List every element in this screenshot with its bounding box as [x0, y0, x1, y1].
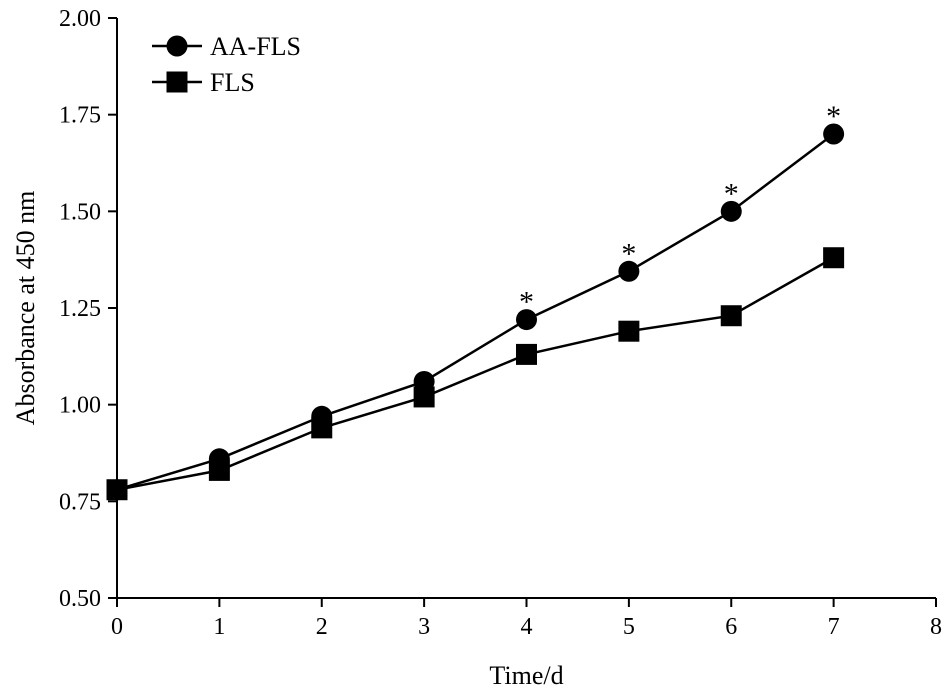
- legend-label: AA-FLS: [210, 32, 301, 61]
- y-tick-label: 1.50: [59, 199, 101, 225]
- x-tick-label: 7: [828, 614, 840, 640]
- data-point-square: [106, 479, 128, 501]
- legend: AA-FLS FLS: [152, 32, 301, 97]
- legend-item-fls: FLS: [152, 68, 255, 97]
- x-tick-label: 8: [930, 614, 942, 640]
- x-tick-label: 2: [316, 614, 328, 640]
- y-tick-label: 1.75: [59, 103, 101, 129]
- data-point-square: [413, 386, 435, 408]
- legend-label: FLS: [210, 68, 255, 97]
- x-tick-label: 4: [521, 614, 533, 640]
- series-line: [116, 256, 835, 491]
- significance-marker: *: [826, 100, 841, 133]
- data-point-circle: [618, 260, 640, 282]
- series-layer: * * * *: [106, 100, 845, 501]
- x-axis-title: Time/d: [489, 661, 563, 690]
- data-point-square: [618, 320, 640, 342]
- y-tick-label: 2.00: [59, 6, 101, 32]
- legend-item-aa-fls: AA-FLS: [152, 32, 301, 61]
- x-tick-label: 1: [213, 614, 225, 640]
- data-point-square: [516, 343, 537, 365]
- x-tick-label: 6: [725, 614, 737, 640]
- data-point-circle: [720, 200, 742, 222]
- data-point-circle: [516, 309, 537, 331]
- significance-marker: *: [621, 237, 636, 270]
- data-point-circle: [823, 123, 845, 145]
- x-tick-label: 3: [418, 614, 430, 640]
- data-point-square: [311, 417, 333, 439]
- y-tick-label: 0.75: [59, 489, 101, 515]
- legend-square-marker: [166, 71, 188, 93]
- y-tick-label: 1.00: [59, 393, 101, 419]
- y-tick-label: 1.25: [59, 296, 101, 322]
- data-point-square: [823, 247, 845, 269]
- y-tick-label: 0.50: [59, 586, 101, 612]
- significance-marker: *: [724, 177, 739, 210]
- y-axis-title: Absorbance at 450 nm: [11, 191, 40, 426]
- legend-circle-marker: [166, 35, 188, 57]
- series-fls: [106, 247, 845, 501]
- data-point-square: [208, 459, 230, 481]
- axes: 0.50 0.75 1.00 1.25 1.50 1.75 2.00 0 1 2 3 4 5 6 7 8: [59, 6, 942, 640]
- x-tick-label: 0: [111, 614, 123, 640]
- data-point-square: [720, 305, 742, 327]
- x-tick-label: 5: [623, 614, 635, 640]
- series-line: [116, 133, 835, 491]
- significance-marker: *: [519, 286, 534, 319]
